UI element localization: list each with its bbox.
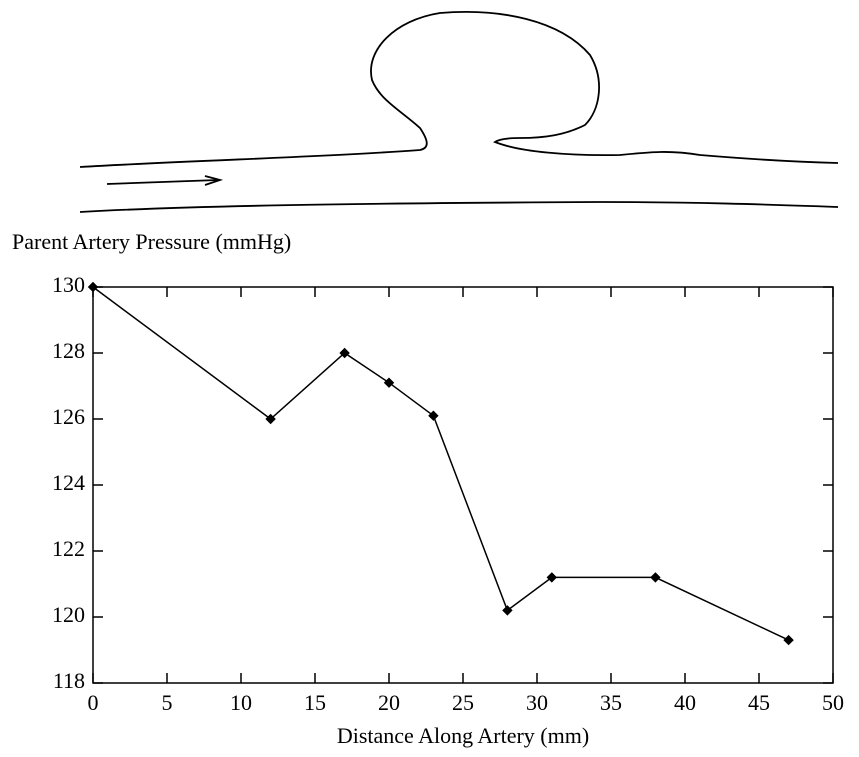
data-point [87,281,99,293]
data-point [265,413,276,425]
x-axis-label: Distance Along Artery (mm) [337,723,589,748]
y-tick-label: 128 [52,338,85,363]
plot-frame [92,286,834,684]
y-tick-label: 126 [52,404,85,429]
x-tick-label: 5 [162,690,173,715]
artery-diagram [79,11,839,213]
y-tick-label: 130 [52,272,85,297]
x-tick-label: 30 [526,690,548,715]
data-line [92,286,789,641]
x-tick-label: 20 [378,690,400,715]
x-tick-label: 35 [600,690,622,715]
x-tick-label: 10 [230,690,252,715]
chart-title: Parent Artery Pressure (mmHg) [12,229,291,254]
y-tick-label: 122 [52,536,85,561]
x-tick-label: 0 [88,690,99,715]
x-tick-label: 25 [452,690,474,715]
data-point [650,572,661,583]
data-point [428,410,439,421]
data-point [339,347,350,359]
y-tick-label: 120 [52,602,85,627]
y-tick-label: 124 [52,470,85,495]
x-tick-label: 15 [304,690,326,715]
y-tick-label: 118 [53,668,85,693]
data-point [783,634,794,646]
data-point [383,377,395,388]
data-point [502,605,513,616]
data-point [546,572,558,583]
x-tick-label: 45 [748,690,770,715]
x-tick-label: 50 [822,690,844,715]
x-tick-label: 40 [674,690,696,715]
